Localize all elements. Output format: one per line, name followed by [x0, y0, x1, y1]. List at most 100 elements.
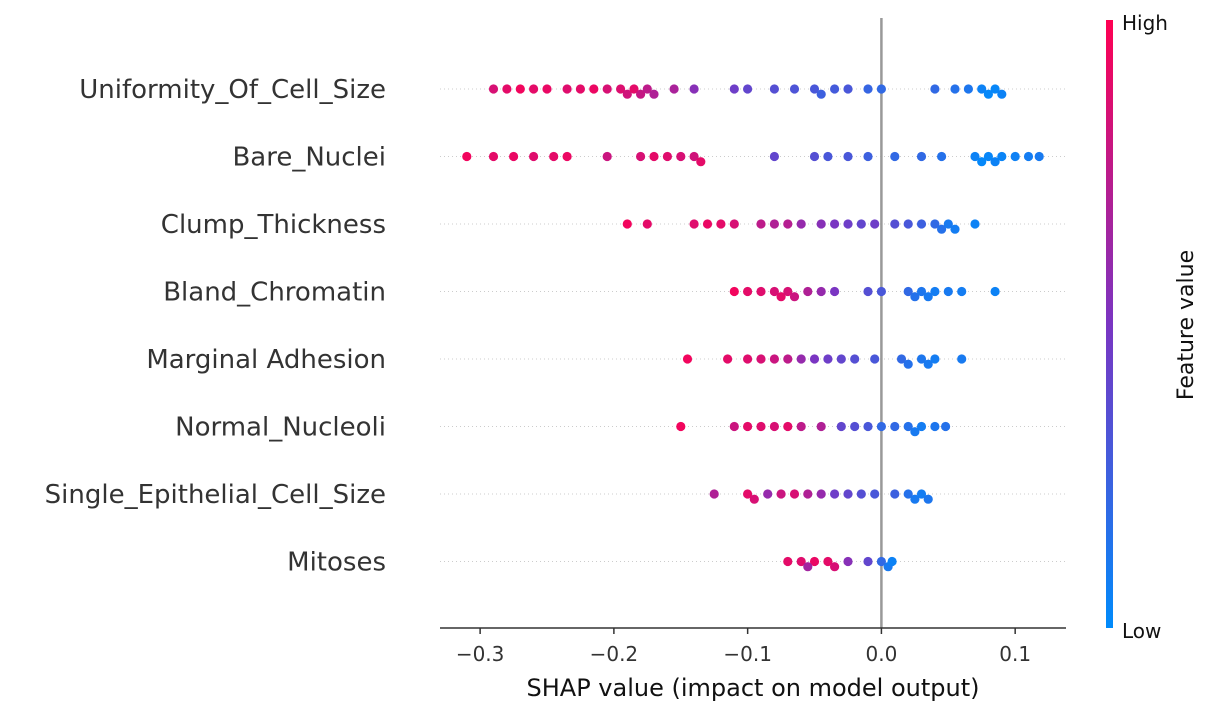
x-tick-label: −0.3	[456, 642, 505, 666]
data-point	[776, 292, 786, 302]
data-point	[796, 219, 806, 229]
data-point	[830, 286, 840, 297]
x-tick-label: −0.1	[723, 642, 772, 666]
feature-labels: Uniformity_Of_Cell_Size Bare_Nuclei Clump_…	[45, 75, 386, 578]
data-point	[689, 151, 699, 162]
data-point	[816, 489, 826, 499]
data-point	[836, 354, 846, 364]
data-point	[863, 286, 873, 297]
row-gridlines	[440, 88, 1066, 562]
x-tick-label: 0.1	[999, 642, 1031, 666]
data-point	[916, 151, 927, 162]
data-point	[622, 219, 632, 229]
data-point	[887, 556, 897, 567]
data-point	[796, 421, 806, 432]
data-point	[676, 421, 686, 432]
data-point	[696, 157, 706, 167]
data-point	[957, 286, 967, 297]
data-point	[870, 489, 880, 499]
data-point	[809, 556, 820, 567]
data-point	[950, 224, 960, 234]
feature-label: Bare_Nuclei	[232, 143, 386, 173]
feature-label: Normal_Nucleoli	[175, 413, 386, 443]
data-point	[977, 84, 987, 94]
data-point	[930, 84, 940, 94]
data-point	[863, 151, 873, 162]
data-point	[749, 494, 759, 504]
data-point	[957, 354, 967, 364]
data-point	[756, 286, 766, 297]
data-point	[756, 421, 766, 432]
data-point	[863, 421, 873, 432]
data-point	[1034, 151, 1044, 162]
data-point	[923, 359, 933, 369]
data-point	[776, 489, 786, 499]
data-point	[930, 421, 940, 432]
data-point	[515, 84, 525, 94]
data-point	[843, 84, 853, 94]
data-point	[916, 421, 927, 432]
data-point	[636, 89, 646, 99]
data-point	[830, 489, 840, 499]
data-point	[830, 84, 840, 94]
data-point	[502, 84, 512, 94]
data-point	[830, 219, 840, 229]
data-point	[729, 219, 739, 229]
data-point	[843, 219, 853, 229]
x-tick-label: −0.2	[590, 642, 639, 666]
data-point	[943, 286, 953, 297]
data-point	[863, 84, 873, 94]
data-point	[789, 84, 800, 94]
data-point	[816, 219, 826, 229]
data-point	[488, 84, 499, 94]
data-point	[903, 359, 913, 369]
data-point	[616, 84, 626, 94]
data-point	[743, 489, 753, 499]
data-point	[823, 556, 833, 567]
data-point	[856, 219, 866, 229]
data-point	[649, 89, 659, 99]
data-point	[783, 219, 793, 229]
data-point	[783, 421, 793, 432]
data-point	[923, 494, 933, 504]
data-point	[876, 556, 887, 567]
data-point	[970, 151, 980, 162]
data-point	[769, 286, 780, 297]
data-point	[916, 286, 927, 297]
data-point	[756, 354, 766, 364]
data-point	[529, 84, 539, 94]
data-point	[856, 489, 866, 499]
data-point	[816, 421, 826, 432]
data-point	[642, 84, 652, 94]
data-point	[542, 84, 552, 94]
data-point	[950, 84, 960, 94]
data-point	[689, 219, 699, 229]
data-point	[903, 286, 913, 297]
data-point	[916, 489, 927, 499]
data-point	[783, 354, 793, 364]
colorbar-low-label: Low	[1122, 619, 1161, 643]
data-point	[890, 219, 900, 229]
data-point	[809, 151, 820, 162]
data-point	[783, 556, 793, 567]
data-point	[870, 354, 880, 364]
data-point	[769, 421, 780, 432]
data-point	[850, 354, 860, 364]
data-point	[796, 556, 806, 567]
data-point	[1010, 151, 1020, 162]
x-axis-title: SHAP value (impact on model output)	[527, 674, 980, 702]
data-point	[689, 84, 699, 94]
feature-label: Uniformity_Of_Cell_Size	[79, 75, 386, 105]
data-point	[903, 489, 913, 499]
data-point	[850, 421, 860, 432]
data-point	[836, 421, 846, 432]
data-point	[743, 354, 753, 364]
data-point	[896, 354, 907, 364]
feature-label: Single_Epithelial_Cell_Size	[45, 480, 386, 510]
data-point	[830, 562, 840, 572]
data-point	[943, 219, 953, 229]
data-point	[562, 84, 572, 94]
x-tick-label: 0.0	[866, 642, 898, 666]
data-point	[876, 421, 887, 432]
data-point	[709, 489, 719, 499]
